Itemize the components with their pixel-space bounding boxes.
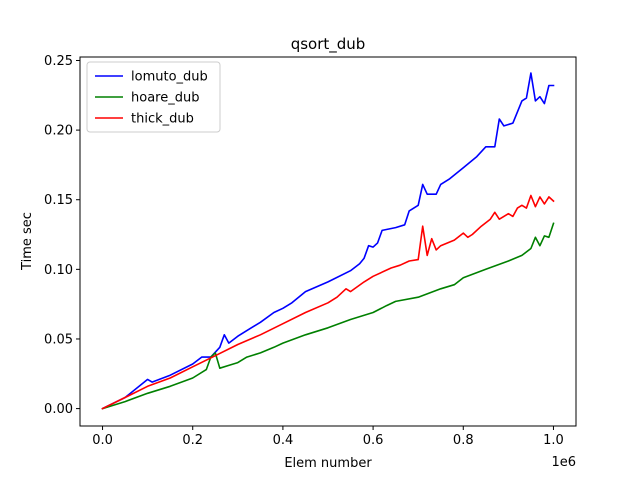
x-axis-offset-text: 1e6 — [551, 455, 576, 470]
plot-area-frame — [79, 56, 577, 427]
x-tick-label: 0.2 — [182, 433, 203, 448]
axis-ticks: 0.0 0.2 0.4 0.6 0.8 1.0 0.00 0.05 0.10 0.15 0.20 0.… — [44, 54, 564, 448]
x-tick-label: 0.0 — [92, 433, 113, 448]
y-tick-label: 0.25 — [44, 54, 73, 69]
legend-box — [86, 61, 221, 133]
legend-label-hoare-dub: hoare_dub — [131, 91, 199, 106]
y-axis-label: Time sec — [20, 212, 35, 271]
x-tick-label: 0.6 — [363, 433, 384, 448]
y-tick-label: 0.20 — [44, 124, 73, 139]
x-tick-label: 0.4 — [273, 433, 294, 448]
series-line-thick-dub — [101, 194, 555, 410]
series-line-hoare-dub — [101, 222, 555, 410]
y-tick-label: 0.00 — [44, 402, 73, 417]
legend: lomuto_dub hoare_dub thick_dub — [86, 61, 221, 133]
y-tick-label: 0.10 — [44, 263, 73, 278]
x-tick-label: 0.8 — [453, 433, 474, 448]
x-tick-label: 1.0 — [543, 433, 564, 448]
legend-label-thick-dub: thick_dub — [131, 112, 194, 127]
chart-title: qsort_dub — [291, 35, 366, 54]
y-tick-label: 0.05 — [44, 332, 73, 347]
x-axis-label: Elem number — [284, 456, 372, 471]
series-line-lomuto-dub — [101, 72, 555, 410]
legend-label-lomuto-dub: lomuto_dub — [131, 70, 208, 85]
y-tick-label: 0.15 — [44, 193, 73, 208]
plot-marks — [101, 72, 555, 410]
